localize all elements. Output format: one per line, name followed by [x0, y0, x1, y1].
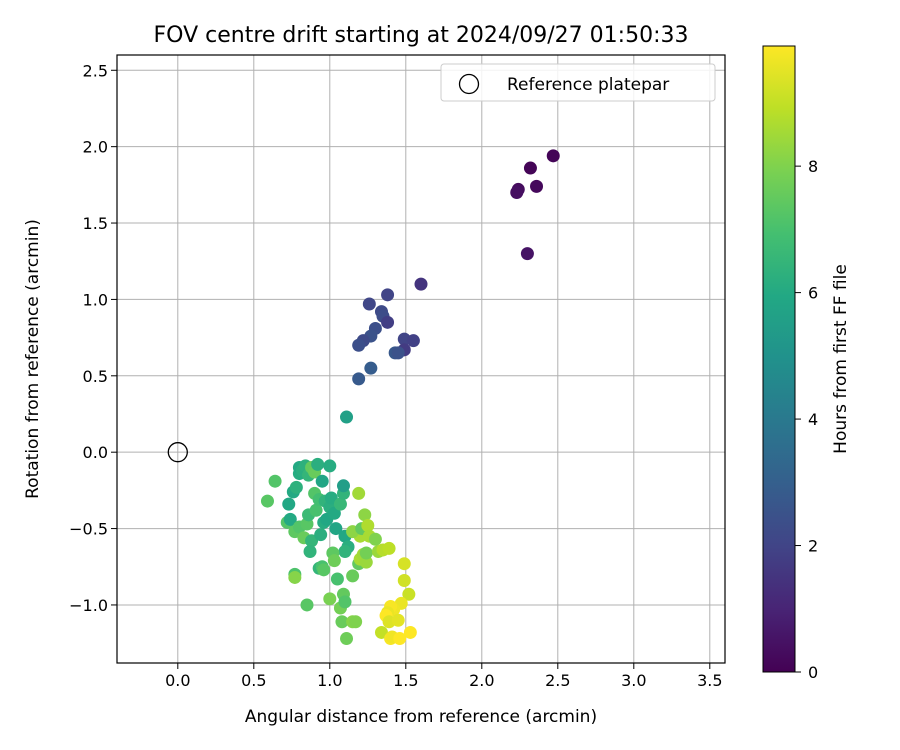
data-point	[362, 297, 376, 311]
data-point	[289, 480, 303, 494]
data-point	[268, 474, 282, 488]
legend: Reference platepar	[440, 63, 716, 102]
data-point	[358, 508, 372, 522]
data-point	[391, 346, 405, 360]
data-point	[352, 338, 366, 352]
legend-reference-marker	[458, 73, 480, 95]
data-point	[359, 546, 373, 560]
x-tick-label: 0.0	[165, 671, 190, 690]
data-point	[300, 598, 314, 612]
data-point	[282, 497, 296, 511]
colorbar-gradient	[762, 45, 796, 673]
data-point	[349, 615, 363, 629]
data-point	[352, 372, 366, 386]
reference-platepar-marker	[167, 442, 188, 463]
plot-frame	[116, 54, 726, 664]
colorbar-tick-label: 2	[808, 537, 818, 556]
data-point	[303, 544, 317, 558]
x-axis-label: Angular distance from reference (arcmin)	[245, 707, 597, 727]
data-point	[397, 557, 411, 571]
data-point	[510, 185, 524, 199]
data-point	[288, 570, 302, 584]
data-point	[323, 592, 337, 606]
colorbar-ticks: 0 2 4 6 8	[795, 157, 818, 682]
data-point	[530, 179, 544, 193]
data-point	[336, 479, 350, 493]
y-tick-label: 2.0	[83, 138, 108, 157]
data-point	[361, 519, 375, 533]
data-point	[338, 544, 352, 558]
x-tick-label: 3.5	[697, 671, 722, 690]
data-point	[327, 554, 341, 568]
data-point	[352, 486, 366, 500]
data-point	[546, 149, 560, 163]
data-point	[403, 625, 417, 639]
data-point	[368, 532, 382, 546]
data-point	[324, 491, 338, 505]
x-tick-label: 2.5	[545, 671, 570, 690]
x-tick-label: 2.0	[469, 671, 494, 690]
data-point	[381, 288, 395, 302]
data-point	[333, 497, 347, 511]
y-axis-label: Rotation from reference (arcmin)	[23, 219, 43, 499]
data-point	[340, 410, 354, 424]
data-point	[393, 632, 407, 646]
y-tick-label: −0.5	[69, 520, 108, 539]
data-point	[391, 613, 405, 627]
data-point	[317, 563, 331, 577]
data-point	[523, 161, 537, 175]
y-tick-label: 0.0	[83, 443, 108, 462]
colorbar-label: Hours from first FF file	[831, 264, 851, 454]
data-point	[364, 361, 378, 375]
data-point	[338, 595, 352, 609]
data-point	[314, 528, 328, 542]
data-point	[323, 459, 337, 473]
colorbar-tick-label: 4	[808, 410, 818, 429]
data-point	[359, 555, 373, 569]
y-tick-label: 1.5	[83, 214, 108, 233]
axis-ticks: 0.0 0.5 1.0 1.5 2.0 2.5 3.0 3.5 −1.0 −0.5 0.0 0.5 1.…	[69, 61, 722, 690]
colorbar-tick-label: 0	[808, 663, 818, 682]
data-point	[340, 632, 354, 646]
y-tick-label: 1.0	[83, 290, 108, 309]
data-point	[329, 522, 343, 536]
x-tick-label: 1.5	[393, 671, 418, 690]
y-tick-label: −1.0	[69, 596, 108, 615]
data-point	[397, 574, 411, 588]
grid	[117, 55, 725, 663]
data-point	[346, 569, 360, 583]
legend-box	[440, 63, 716, 102]
data-point	[327, 506, 341, 520]
data-point	[402, 587, 416, 601]
data-point	[406, 334, 420, 348]
data-point	[414, 277, 428, 291]
data-point	[330, 572, 344, 586]
data-point	[315, 474, 329, 488]
x-tick-label: 3.0	[621, 671, 646, 690]
data-point	[374, 625, 388, 639]
colorbar: 0 2 4 6 8 Hours from first FF file	[762, 45, 851, 682]
data-point	[309, 503, 323, 517]
colorbar-tick-label: 6	[808, 284, 818, 303]
data-point	[520, 247, 534, 261]
x-tick-label: 0.5	[241, 671, 266, 690]
chart-title: FOV centre drift starting at 2024/09/27 …	[154, 23, 689, 48]
data-point	[335, 615, 349, 629]
reference-marker-layer	[167, 442, 188, 463]
data-point	[283, 512, 297, 526]
colorbar-tick-label: 8	[808, 157, 818, 176]
y-tick-label: 2.5	[83, 61, 108, 80]
data-point	[382, 541, 396, 555]
data-points	[260, 149, 560, 646]
data-point	[305, 534, 319, 548]
data-point	[311, 457, 325, 471]
legend-entry-label: Reference platepar	[507, 75, 669, 95]
y-tick-label: 0.5	[83, 367, 108, 386]
x-tick-label: 1.0	[317, 671, 342, 690]
data-point	[260, 494, 274, 508]
data-point	[381, 315, 395, 329]
